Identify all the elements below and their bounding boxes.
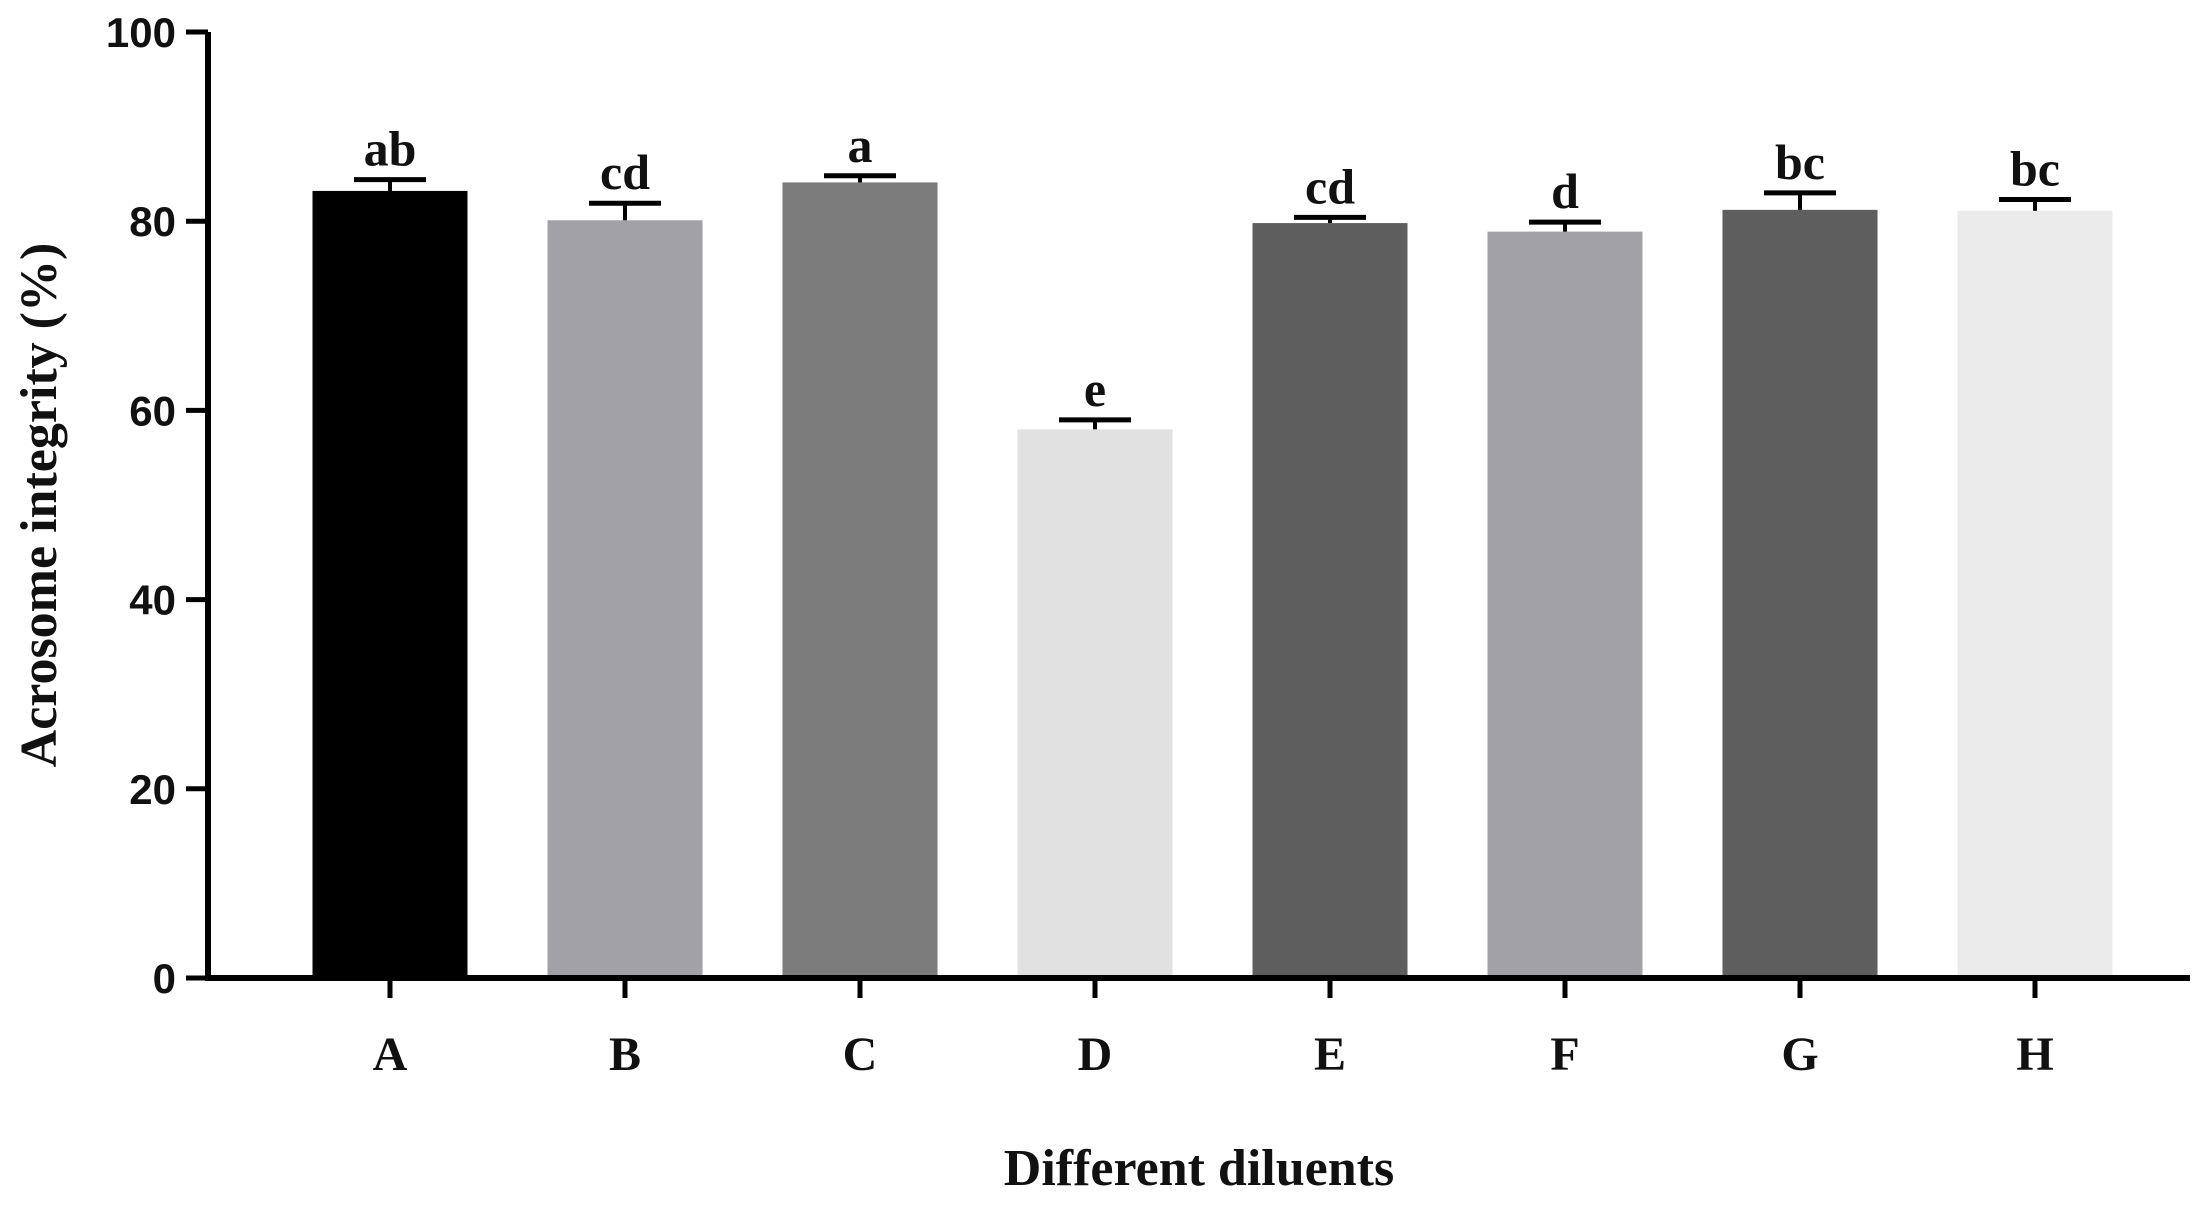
significance-label-A: ab: [364, 121, 417, 177]
bar-F: [1487, 231, 1643, 978]
x-axis-title: Different diluents: [1004, 1140, 1394, 1197]
significance-label-B: cd: [600, 144, 650, 200]
significance-label-D: e: [1084, 361, 1106, 417]
x-tick-label-G: G: [1781, 1028, 1818, 1081]
bar-H: [1957, 210, 2113, 978]
bar-G: [1722, 209, 1878, 978]
bar-D: [1017, 429, 1173, 978]
bar-B: [547, 220, 703, 978]
x-tick-label-B: B: [609, 1028, 641, 1081]
y-axis-title: Acrosome integrity (%): [11, 243, 68, 768]
significance-labels-layer: ab cd a e cd d bc bc: [364, 117, 2060, 417]
y-tick-label-60: 60: [129, 387, 176, 434]
bar-C: [782, 182, 938, 978]
bar-A: [312, 190, 468, 979]
x-tick-label-D: D: [1078, 1028, 1113, 1081]
bars-layer: [312, 182, 2113, 979]
x-tick-label-E: E: [1314, 1028, 1346, 1081]
axes-layer: A B C D E F G H 0 20 40 60 80 100: [106, 9, 2190, 1081]
significance-label-F: d: [1551, 163, 1579, 219]
x-tick-label-F: F: [1550, 1028, 1579, 1081]
y-tick-label-80: 80: [129, 198, 176, 245]
y-tick-label-0: 0: [153, 955, 176, 1002]
error-bars-layer: [354, 173, 2071, 430]
x-tick-label-A: A: [373, 1028, 408, 1081]
significance-label-C: a: [848, 117, 873, 173]
significance-label-E: cd: [1305, 158, 1355, 214]
y-tick-label-40: 40: [129, 577, 176, 624]
significance-label-H: bc: [2010, 140, 2060, 196]
significance-label-G: bc: [1775, 134, 1825, 190]
x-tick-label-H: H: [2016, 1028, 2053, 1081]
bar-E: [1252, 223, 1408, 979]
y-tick-label-20: 20: [129, 766, 176, 813]
axis-labels-layer: Different diluents Acrosome integrity (%…: [11, 243, 1394, 1197]
x-tick-label-C: C: [843, 1028, 878, 1081]
y-tick-label-100: 100: [106, 9, 176, 56]
